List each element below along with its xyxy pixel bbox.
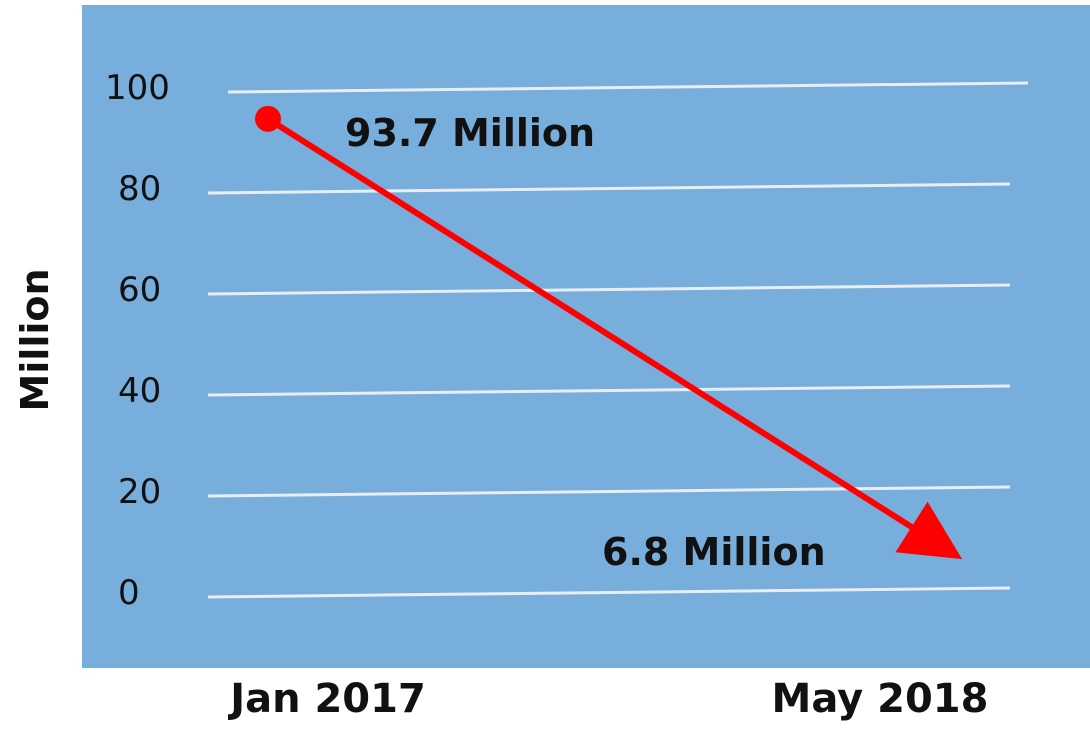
gridline xyxy=(207,485,1011,498)
gridline xyxy=(207,384,1011,397)
gridlines xyxy=(207,81,1029,599)
data-label: 6.8 Million xyxy=(602,530,826,574)
gridline xyxy=(207,182,1011,195)
plot-background xyxy=(82,5,1090,668)
x-category-label: Jan 2017 xyxy=(227,676,426,722)
data-label: 93.7 Million xyxy=(345,111,595,155)
y-tick-label: 60 xyxy=(118,270,161,310)
y-tick-label: 0 xyxy=(118,573,140,613)
x-axis-labels: Jan 2017 May 2018 xyxy=(227,676,988,722)
y-tick-label: 80 xyxy=(118,169,161,209)
y-tick-label: 40 xyxy=(118,371,161,411)
y-axis-ticks: 0 20 40 60 80 100 xyxy=(105,68,170,613)
gridline xyxy=(207,586,1011,599)
y-axis-title: Million xyxy=(13,268,57,411)
gridline xyxy=(207,283,1011,296)
data-labels: 93.7 Million 6.8 Million xyxy=(345,111,826,574)
y-tick-label: 20 xyxy=(118,472,161,512)
data-point-start xyxy=(255,105,281,132)
series-arrow-line xyxy=(266,116,963,560)
y-tick-label: 100 xyxy=(105,68,170,108)
gridline xyxy=(227,81,1029,94)
series-line xyxy=(255,105,963,560)
x-category-label: May 2018 xyxy=(772,676,989,722)
